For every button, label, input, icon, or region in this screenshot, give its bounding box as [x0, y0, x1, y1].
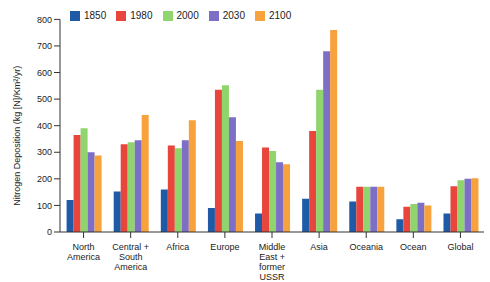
html-text:1980: 1980: [130, 10, 153, 21]
svg-text:Central +SouthAmerica: Central +SouthAmerica: [112, 242, 149, 272]
html-text:2030: 2030: [222, 10, 245, 21]
svg-text:Oceania: Oceania: [349, 242, 383, 252]
svg-text:Africa: Africa: [166, 242, 189, 252]
html-text:2000: 2000: [176, 10, 199, 21]
svg-text:Europe: Europe: [210, 242, 239, 252]
svg-text:800: 800: [37, 15, 52, 25]
svg-text:Nitrogen Deposition (kg [N]/Km: Nitrogen Deposition (kg [N]/Km²/yr): [12, 66, 22, 206]
svg-text:Global: Global: [447, 242, 473, 252]
svg-text:400: 400: [37, 121, 52, 131]
svg-text:200: 200: [37, 174, 52, 184]
svg-text:700: 700: [37, 41, 52, 51]
svg-text:500: 500: [37, 94, 52, 104]
svg-text:NorthAmerica: NorthAmerica: [67, 242, 100, 262]
svg-text:300: 300: [37, 147, 52, 157]
svg-text:600: 600: [37, 68, 52, 78]
svg-text:Asia: Asia: [310, 242, 328, 252]
svg-text:MiddleEast +formerUSSR: MiddleEast +formerUSSR: [259, 242, 286, 282]
html-text:1850: 1850: [84, 10, 107, 21]
svg-text:0: 0: [47, 227, 52, 237]
html-text:2100: 2100: [269, 10, 292, 21]
svg-text:Ocean: Ocean: [400, 242, 427, 252]
svg-text:100: 100: [37, 201, 52, 211]
